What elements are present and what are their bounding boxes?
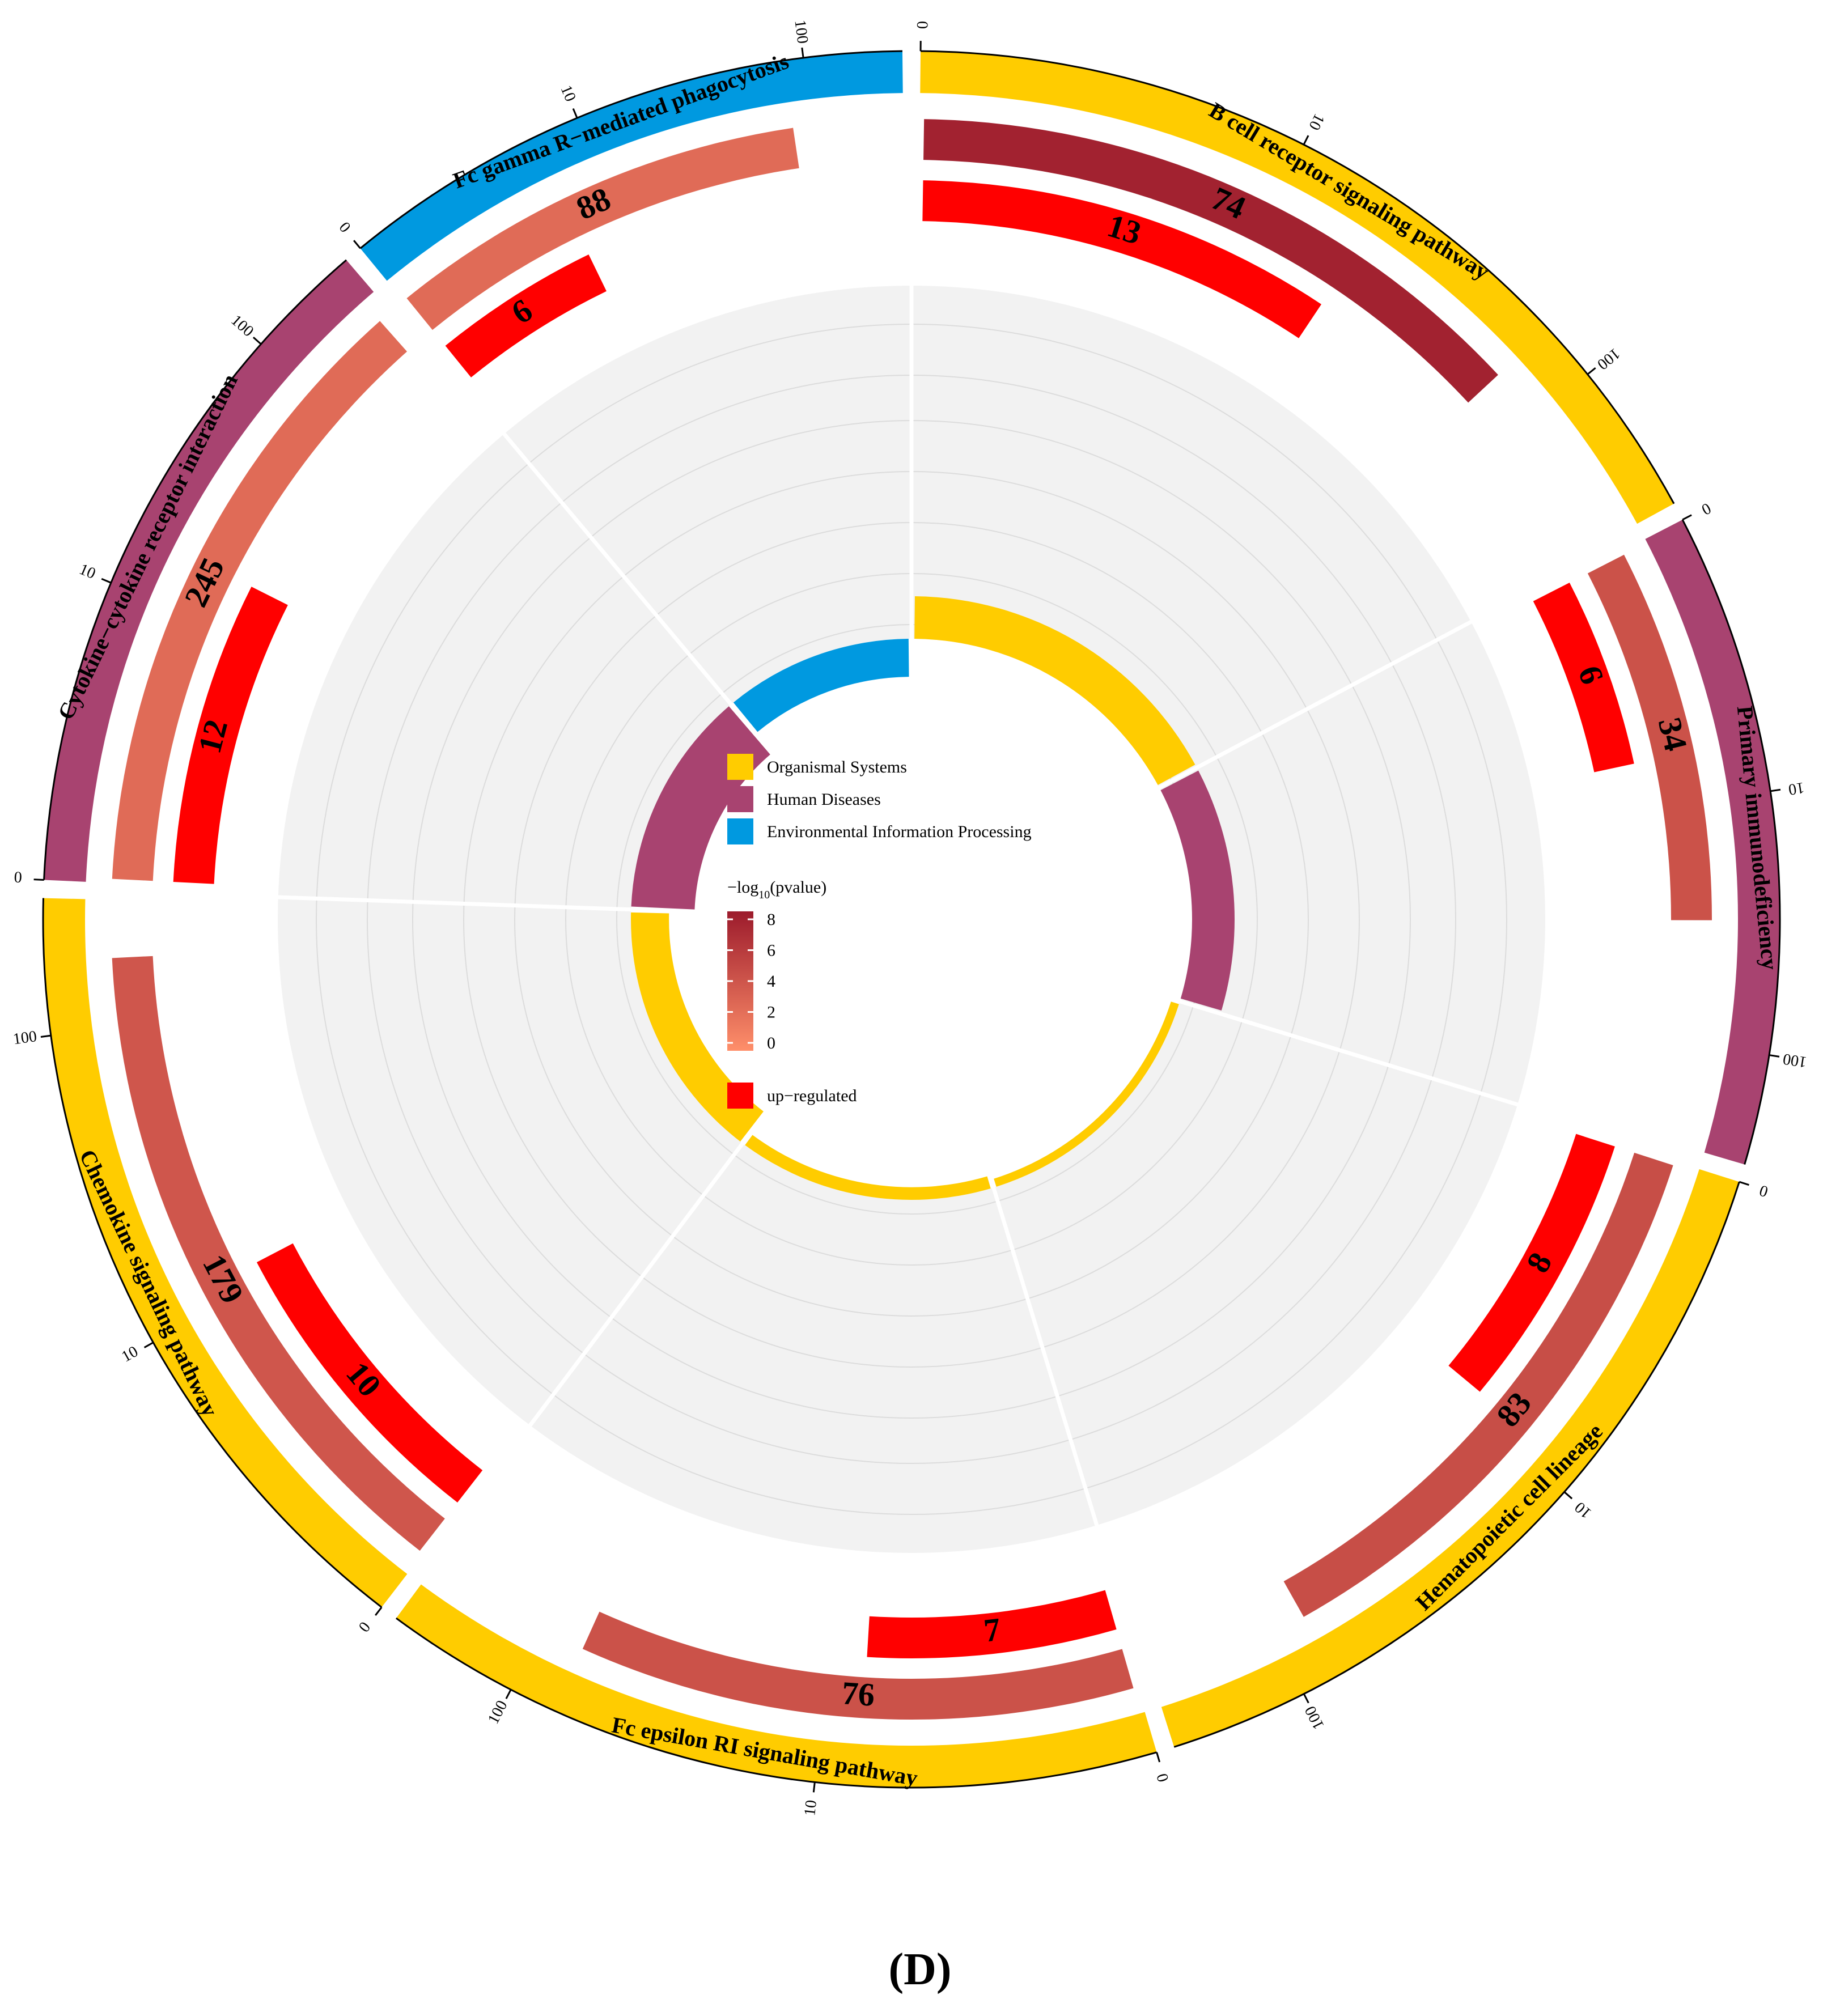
- axis-tick-label: 100: [485, 1697, 511, 1727]
- axis-arc: [1173, 1181, 1740, 1748]
- legend-class-swatch: [727, 754, 753, 780]
- axis-tick: [1587, 367, 1596, 375]
- axis-tick-label: 100: [791, 19, 811, 45]
- up-regulated-bar: [1448, 1134, 1615, 1392]
- legend-class-label: Environmental Information Processing: [767, 822, 1032, 841]
- rich-factor-bar: [733, 639, 909, 732]
- axis-tick-label: 0: [1699, 499, 1714, 519]
- axis-tick: [1769, 1054, 1780, 1058]
- axis-tick: [143, 1342, 154, 1348]
- axis-tick-label: 10: [1305, 111, 1328, 133]
- axis-tick: [1303, 1694, 1309, 1704]
- category-ring-segment: [396, 1584, 1157, 1788]
- axis-tick-label: 10: [1787, 779, 1805, 799]
- legend-class-swatch: [727, 818, 753, 844]
- axis-tick: [101, 578, 112, 584]
- legend-title-part: −log: [727, 878, 758, 897]
- axis-tick: [1770, 788, 1781, 792]
- up-regulated-bar: [173, 587, 288, 884]
- axis-tick-label: 100: [1301, 1703, 1328, 1732]
- background-gene-bar: [923, 119, 1498, 403]
- axis-tick-label: 100: [1594, 345, 1623, 373]
- category-ring-segment: [360, 51, 903, 281]
- background-gene-bar: [582, 1611, 1134, 1720]
- axis-tick: [252, 337, 262, 345]
- axis-arc: [395, 1617, 1157, 1789]
- center-disc: [631, 639, 1192, 1200]
- background-gene-bar: [1587, 554, 1712, 920]
- legend-gradient-tick-label: 2: [767, 1003, 775, 1022]
- axis-tick: [801, 47, 804, 58]
- axis-tick: [1563, 1491, 1573, 1500]
- axis-tick: [40, 1034, 51, 1038]
- background-gene-count: 76: [841, 1674, 876, 1713]
- axis-tick-label: 0: [355, 1619, 374, 1636]
- inner-background-group: [271, 279, 1545, 1553]
- axis-tick: [1682, 514, 1692, 521]
- axis-tick-label: 10: [557, 83, 579, 104]
- up-regulated-bar: [1533, 582, 1634, 773]
- background-gene-bar: [112, 956, 445, 1551]
- axis-tick-label: 0: [913, 21, 931, 29]
- axis-arc: [359, 50, 902, 249]
- up-regulated-bar: [445, 254, 607, 377]
- axis-tick: [505, 1689, 512, 1699]
- figure-caption: (D): [888, 1945, 952, 1994]
- axis-tick-label: 10: [77, 561, 98, 583]
- axis-tick: [375, 1606, 383, 1616]
- legend-gradient-tick-label: 0: [767, 1034, 775, 1052]
- axis-arc: [921, 50, 1675, 504]
- category-ring-segment: [920, 51, 1674, 524]
- legend-gradient-title: −log10(pvalue): [727, 878, 826, 901]
- category-ring-segment: [1161, 1169, 1740, 1747]
- axis-arc: [42, 898, 383, 1608]
- legend-up-swatch: [727, 1083, 753, 1109]
- up-regulated-bar: [256, 1243, 483, 1503]
- axis-tick-label: 10: [801, 1799, 820, 1816]
- axis-tick-label: 0: [336, 219, 354, 236]
- background-gene-bar: [112, 321, 408, 881]
- up-regulated-bar: [867, 1590, 1117, 1658]
- axis-tick: [572, 108, 578, 118]
- axis-tick: [812, 1782, 816, 1793]
- legend-class-swatch: [727, 786, 753, 812]
- axis-arc: [43, 259, 347, 880]
- category-ring-segment: [44, 260, 374, 882]
- rich-factor-bar: [1160, 770, 1235, 1011]
- axis-tick: [1156, 1752, 1161, 1763]
- legend-up-label: up−regulated: [767, 1086, 857, 1105]
- legend-class-label: Human Diseases: [767, 790, 881, 809]
- legend-gradient-tick-label: 6: [767, 941, 775, 960]
- legend: Organismal Systems Human Diseases Environm…: [727, 754, 1032, 1109]
- legend-gradient-tick-label: 8: [767, 910, 775, 929]
- axis-tick-label: 0: [1154, 1771, 1173, 1784]
- axis-tick-label: 100: [12, 1028, 38, 1048]
- axis-tick-label: 10: [118, 1343, 141, 1366]
- legend-title-part: (pvalue): [770, 878, 826, 897]
- background-gene-bar: [1283, 1152, 1673, 1617]
- rich-factor-bar: [914, 596, 1195, 786]
- axis-tick: [353, 240, 361, 249]
- axis-tick-label: 100: [1782, 1050, 1808, 1071]
- legend-gradient-tick-label: 4: [767, 972, 775, 991]
- axis-arc: [1681, 519, 1781, 1165]
- axis-tick: [1303, 135, 1309, 145]
- up-regulated-bar: [922, 180, 1322, 338]
- axis-tick-label: 10: [1571, 1498, 1595, 1522]
- axis-tick: [1739, 1181, 1749, 1186]
- background-gene-bar: [406, 128, 799, 330]
- legend-title-subscript: 10: [758, 889, 770, 901]
- axis-tick-label: 0: [1757, 1181, 1770, 1200]
- axis-tick-label: 100: [227, 312, 257, 341]
- rich-factor-bar: [745, 1135, 991, 1200]
- category-ring-segment: [43, 898, 408, 1607]
- axis-tick-label: 0: [14, 869, 22, 887]
- legend-class-label: Organismal Systems: [767, 758, 907, 776]
